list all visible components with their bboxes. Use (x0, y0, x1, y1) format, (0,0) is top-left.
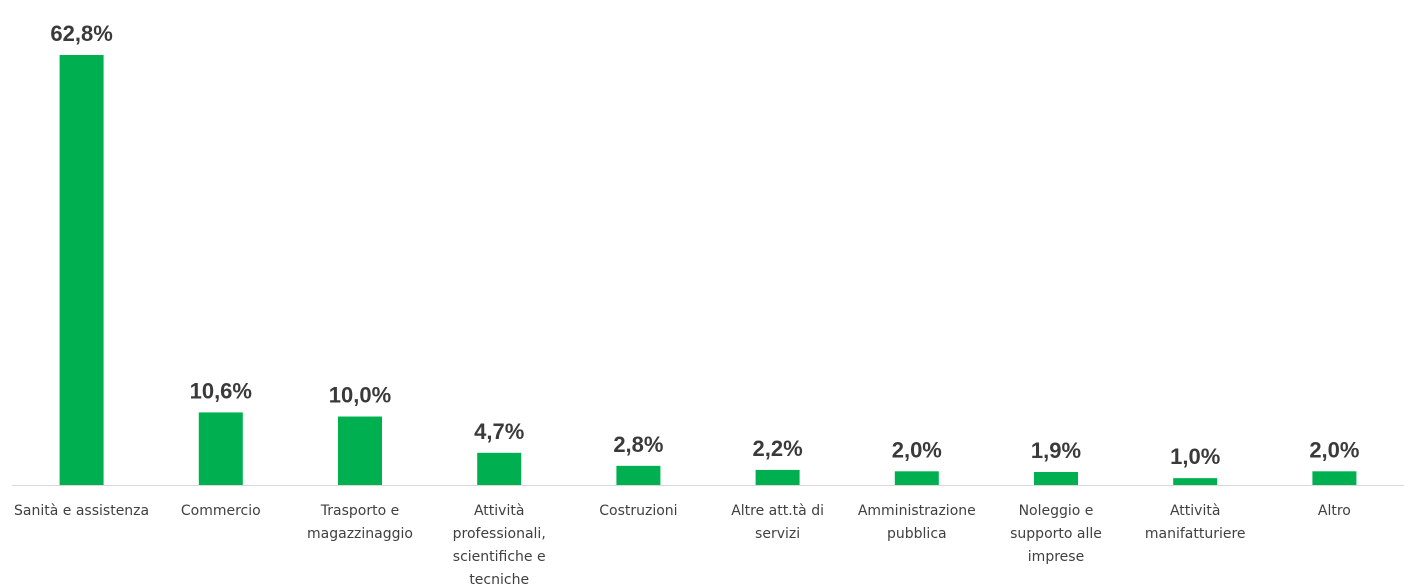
bars-group (59, 55, 1357, 485)
data-label: 10,0% (329, 383, 391, 408)
data-label: 4,7% (474, 419, 524, 444)
data-label: 2,2% (753, 436, 803, 461)
category-label-line: tecniche (469, 572, 529, 586)
data-label: 1,0% (1170, 444, 1220, 469)
category-label-line: Trasporto e (320, 503, 399, 519)
category-label: Sanità e assistenza (14, 503, 149, 519)
category-label-line: Noleggio e (1019, 503, 1094, 519)
data-label: 2,0% (892, 437, 942, 462)
bar (477, 452, 522, 485)
category-label-line: Sanità e assistenza (14, 503, 149, 519)
data-labels-group: 62,8% 10,6% 10,0% 4,7% 2,8% 2,2% 2,0% 1,9% 1,0% 2… (50, 21, 1359, 469)
category-label: Altro (1318, 503, 1351, 519)
category-label-line: Commercio (181, 503, 261, 519)
category-label-line: Attività (1170, 503, 1220, 519)
bar (1312, 471, 1357, 485)
bar (198, 412, 243, 485)
bar (1034, 471, 1078, 485)
category-label-line: magazzinaggio (307, 526, 413, 542)
category-labels-group: Sanità e assistenza Commercio Trasporto e m… (14, 503, 1351, 586)
category-label-line: Altre att.tà di (731, 503, 824, 519)
category-label-line: imprese (1028, 549, 1084, 565)
category-label: Altre att.tà di servizi (731, 503, 824, 542)
category-label-line: Attività (474, 503, 524, 519)
category-label-line: servizi (755, 526, 800, 542)
category-label: Noleggio e supporto alle imprese (1010, 503, 1102, 565)
category-label: Attività manifatturiere (1145, 503, 1246, 542)
category-label-line: Altro (1318, 503, 1351, 519)
data-label: 62,8% (50, 21, 112, 46)
category-label: Trasporto e magazzinaggio (307, 503, 413, 542)
category-label-line: Amministrazione (858, 503, 976, 519)
bar (755, 469, 800, 485)
category-label-line: supporto alle (1010, 526, 1102, 542)
bar (1173, 478, 1218, 485)
category-label-line: professionali, (453, 526, 546, 542)
data-label: 2,0% (1309, 437, 1359, 462)
bar (59, 55, 104, 485)
category-label: Costruzioni (599, 503, 677, 519)
category-label-line: manifatturiere (1145, 526, 1246, 542)
category-label: Commercio (181, 503, 261, 519)
data-label: 10,6% (190, 378, 252, 403)
bar (894, 471, 939, 485)
category-label: Amministrazione pubblica (858, 503, 976, 542)
category-label-line: scientifiche e (453, 549, 546, 565)
category-label-line: Costruzioni (599, 503, 677, 519)
bar (338, 416, 382, 485)
bar (616, 465, 661, 485)
category-label: Attività professionali, scientifiche e tecn… (453, 503, 546, 586)
data-label: 2,8% (613, 432, 663, 457)
data-label: 1,9% (1031, 438, 1081, 463)
category-label-line: pubblica (887, 526, 947, 542)
